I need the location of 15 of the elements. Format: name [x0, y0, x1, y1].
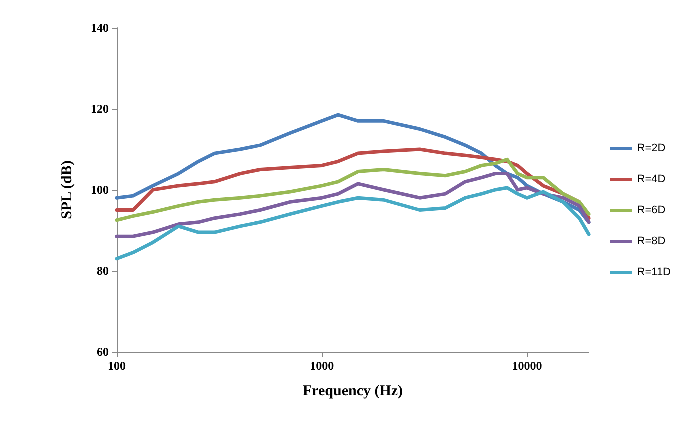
x-tick-label: 100 [108, 359, 126, 373]
y-tick-label: 140 [91, 21, 109, 35]
y-tick-label: 60 [97, 345, 109, 359]
legend-label: R=4D [637, 174, 666, 186]
y-tick-label: 120 [91, 102, 109, 116]
legend-label: R=2D [637, 142, 666, 154]
x-tick-label: 10000 [512, 359, 542, 373]
y-tick-label: 100 [91, 183, 109, 197]
legend-label: R=11D [637, 266, 672, 278]
y-tick-label: 80 [97, 264, 109, 278]
legend-label: R=6D [637, 204, 666, 216]
x-tick-label: 1000 [310, 359, 334, 373]
legend-label: R=8D [637, 236, 666, 248]
y-axis-title: SPL (dB) [60, 160, 76, 220]
x-axis-title: Frequency (Hz) [302, 384, 404, 400]
